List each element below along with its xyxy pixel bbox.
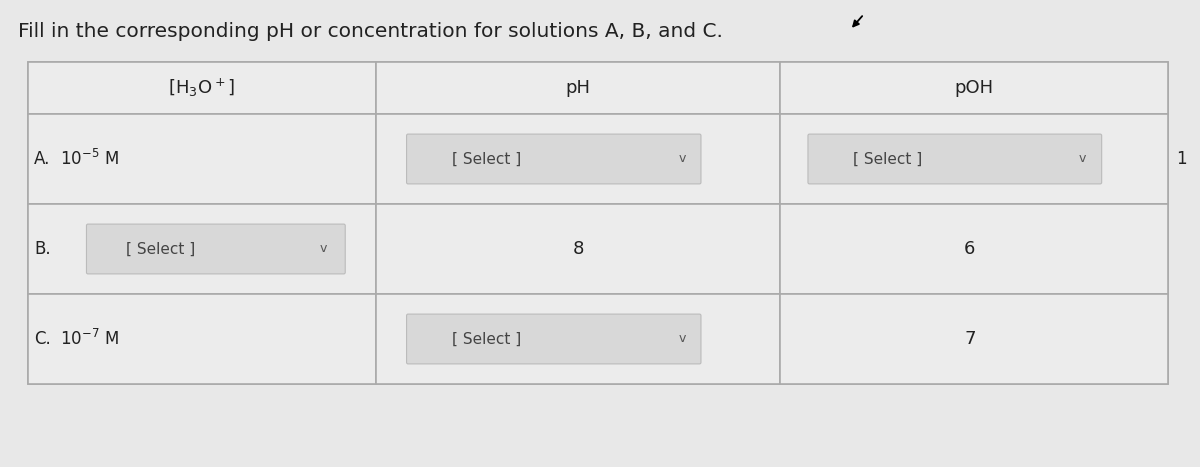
Text: [ Select ]: [ Select ] xyxy=(451,332,521,347)
Text: pH: pH xyxy=(565,79,590,97)
Bar xyxy=(28,62,1168,384)
Bar xyxy=(780,294,1168,384)
Bar xyxy=(780,62,1168,114)
FancyBboxPatch shape xyxy=(407,314,701,364)
Text: 6: 6 xyxy=(965,240,976,258)
Text: [ Select ]: [ Select ] xyxy=(451,151,521,167)
FancyBboxPatch shape xyxy=(808,134,1102,184)
Text: $[\mathregular{H_3O^+}]$: $[\mathregular{H_3O^+}]$ xyxy=(168,77,235,99)
Text: [ Select ]: [ Select ] xyxy=(853,151,923,167)
Bar xyxy=(376,294,780,384)
Text: C.: C. xyxy=(34,330,50,348)
Text: v: v xyxy=(319,242,326,255)
Bar xyxy=(376,204,780,294)
Text: [ Select ]: [ Select ] xyxy=(126,241,196,256)
Text: v: v xyxy=(1079,153,1086,165)
Text: Fill in the corresponding pH or concentration for solutions A, B, and C.: Fill in the corresponding pH or concentr… xyxy=(18,22,722,41)
Bar xyxy=(376,62,780,114)
Bar xyxy=(780,204,1168,294)
Bar xyxy=(28,294,376,384)
Text: $10^{-5}$ M: $10^{-5}$ M xyxy=(60,149,119,169)
Text: 8: 8 xyxy=(572,240,583,258)
FancyBboxPatch shape xyxy=(407,134,701,184)
Text: v: v xyxy=(678,333,685,346)
Text: $10^{-7}$ M: $10^{-7}$ M xyxy=(60,329,119,349)
Text: v: v xyxy=(678,153,685,165)
Bar xyxy=(28,62,376,114)
Bar xyxy=(28,114,376,204)
Text: pOH: pOH xyxy=(955,79,994,97)
Bar xyxy=(376,114,780,204)
Text: A.: A. xyxy=(34,150,50,168)
Bar xyxy=(780,114,1168,204)
Text: 1: 1 xyxy=(1176,150,1187,168)
Text: 7: 7 xyxy=(965,330,976,348)
FancyBboxPatch shape xyxy=(86,224,346,274)
Text: B.: B. xyxy=(34,240,50,258)
Bar xyxy=(28,204,376,294)
